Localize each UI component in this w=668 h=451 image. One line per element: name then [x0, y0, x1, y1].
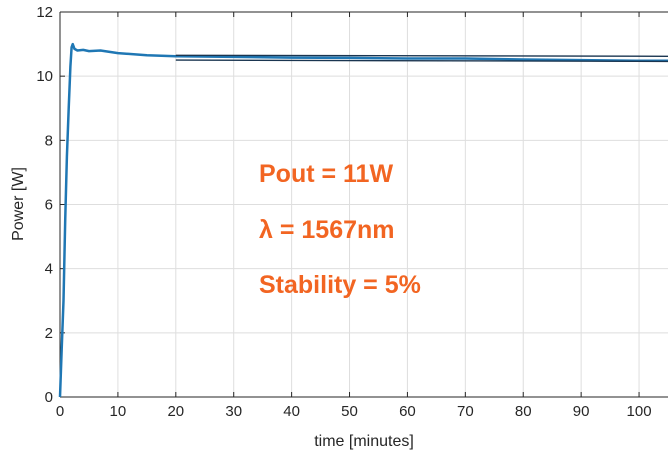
x-tick-label: 10 [110, 403, 127, 420]
grid [59, 11, 668, 398]
axes [59, 11, 668, 398]
y-tick-label: 4 [45, 261, 53, 278]
annotation-stability: Stability = 5% [259, 271, 421, 299]
annotation-pout: Pout = 11W [259, 160, 393, 188]
x-tick-label: 70 [457, 403, 474, 420]
y-tick-label: 2 [45, 325, 53, 342]
y-tick-label: 10 [36, 68, 53, 85]
x-tick-label: 100 [627, 403, 652, 420]
series-line-1 [175, 54, 668, 57]
x-axis-label: time [minutes] [314, 433, 414, 450]
y-tick-label: 0 [45, 389, 53, 406]
annotation-wavelength: λ = 1567nm [259, 216, 395, 244]
series-line-0 [58, 42, 668, 398]
x-tick-label: 50 [341, 403, 358, 420]
x-tick-label: 60 [399, 403, 416, 420]
series-line-2 [175, 59, 668, 63]
x-tick-label: 90 [573, 403, 590, 420]
x-tick-label: 30 [225, 403, 242, 420]
y-tick-label: 6 [45, 197, 53, 214]
y-axis-label: Power [W] [10, 167, 27, 241]
tick-labels: 0 10 20 30 40 50 60 70 80 90 100 0 2 4 6 8 10 12 [36, 4, 651, 420]
y-tick-label: 8 [45, 132, 53, 149]
x-tick-label: 20 [167, 403, 184, 420]
x-tick-label: 40 [283, 403, 300, 420]
x-tick-label: 0 [56, 403, 64, 420]
y-tick-label: 12 [36, 4, 53, 21]
x-tick-label: 80 [515, 403, 532, 420]
series-lines [58, 42, 668, 398]
